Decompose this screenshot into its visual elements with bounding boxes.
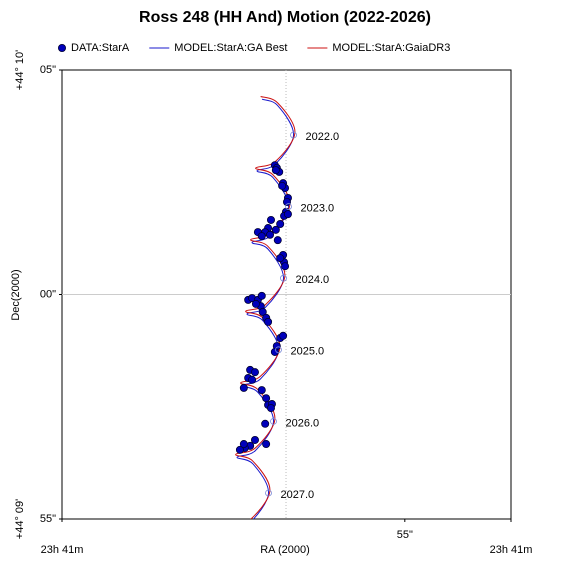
data-point bbox=[271, 225, 280, 234]
data-point bbox=[266, 215, 275, 224]
x-tick-label: 23h 41m bbox=[490, 544, 533, 556]
data-point bbox=[278, 181, 287, 190]
data-point bbox=[235, 445, 244, 454]
epoch-marker bbox=[290, 131, 297, 139]
legend-label: MODEL:StarA:GA Best bbox=[174, 42, 287, 54]
data-point bbox=[239, 383, 248, 392]
data-point bbox=[264, 317, 273, 326]
data-point bbox=[279, 331, 288, 340]
epoch-marker bbox=[275, 346, 282, 354]
legend-marker bbox=[58, 44, 67, 53]
epoch-marker bbox=[270, 417, 277, 425]
chart-title: Ross 248 (HH And) Motion (2022-2026) bbox=[139, 9, 431, 26]
data-point bbox=[257, 232, 266, 241]
epoch-label: 2024.0 bbox=[295, 274, 329, 286]
epoch-label: 2025.0 bbox=[290, 346, 324, 358]
y-tick-label: 00" bbox=[40, 288, 56, 300]
data-point bbox=[276, 220, 285, 229]
y-major-label: +44° 10' bbox=[14, 50, 26, 90]
y-major-label: +44° 09' bbox=[14, 499, 26, 539]
y-axis-label: Dec(2000) bbox=[10, 269, 22, 320]
data-point bbox=[281, 262, 290, 271]
legend-label: DATA:StarA bbox=[71, 42, 130, 54]
data-point bbox=[261, 419, 270, 428]
y-tick-label: 55" bbox=[40, 513, 56, 525]
epoch-label: 2026.0 bbox=[286, 417, 320, 429]
data-point bbox=[257, 291, 266, 300]
model-line bbox=[236, 98, 295, 519]
epoch-marker bbox=[285, 203, 292, 210]
model-line bbox=[235, 96, 296, 519]
epoch-label: 2023.0 bbox=[300, 202, 334, 214]
y-tick-label: 05" bbox=[40, 64, 56, 76]
data-point bbox=[262, 394, 271, 403]
data-point bbox=[276, 254, 285, 263]
epoch-marker bbox=[280, 274, 287, 282]
x-tick-label: 55" bbox=[397, 529, 413, 541]
data-point bbox=[258, 308, 267, 317]
data-point bbox=[282, 198, 291, 207]
data-point bbox=[257, 386, 266, 395]
epoch-marker bbox=[265, 489, 272, 497]
data-point bbox=[262, 440, 271, 449]
data-point bbox=[266, 230, 275, 239]
plot-area bbox=[62, 70, 511, 519]
legend-label: MODEL:StarA:GaiaDR3 bbox=[332, 42, 450, 54]
data-point bbox=[270, 347, 279, 356]
epoch-label: 2027.0 bbox=[281, 489, 315, 501]
data-point bbox=[250, 435, 259, 444]
data-point bbox=[251, 299, 260, 308]
epoch-label: 2022.0 bbox=[306, 131, 340, 143]
data-point bbox=[273, 236, 282, 245]
data-point bbox=[250, 368, 259, 377]
data-point bbox=[283, 210, 292, 219]
data-point bbox=[239, 440, 248, 449]
data-point bbox=[266, 404, 275, 413]
data-point bbox=[248, 375, 257, 384]
x-tick-label: 23h 41m bbox=[41, 544, 84, 556]
x-axis-label: RA (2000) bbox=[260, 544, 310, 556]
data-point bbox=[271, 166, 280, 175]
